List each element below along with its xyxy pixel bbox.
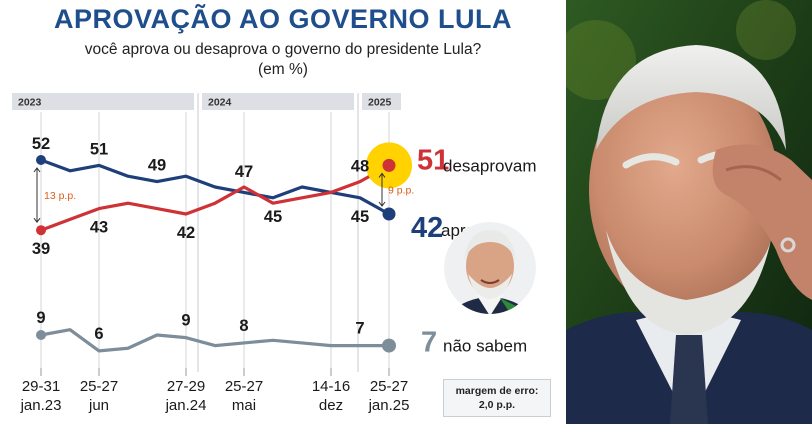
x-tick-label: 25-27 [370,378,408,395]
lula-photo [566,0,812,424]
data-label-desaprovam: 48 [351,158,369,176]
margin-of-error-value: 2,0 p.p. [478,399,516,411]
data-label-nao_sabem: 8 [239,317,248,335]
margin-of-error-box: margem de erro: 2,0 p.p. [443,379,551,417]
data-label-nao_sabem: 9 [181,312,190,330]
year-band-2023 [12,93,194,110]
series-start-point-aprovam [36,155,46,165]
data-label-aprovam: 45 [264,208,282,226]
x-tick-label: 29-31 [22,378,60,395]
series-start-point-desaprovam [36,225,46,236]
series-final-value-aprovam: 42 [411,212,443,244]
series-name-nao_sabem: não sabem [443,337,527,356]
year-label-2023: 2023 [18,97,42,109]
data-label-desaprovam: 47 [235,163,253,181]
x-tick-label: mai [232,397,256,414]
year-label-2025: 2025 [368,97,392,109]
gap-arrow-top [33,167,41,173]
series-start-point-nao_sabem [36,330,46,340]
series-end-point-aprovam [382,207,396,221]
chart-title: APROVAÇÃO AO GOVERNO LULA [53,4,512,34]
x-tick-label: dez [319,397,343,414]
data-label-aprovam: 45 [351,208,369,226]
data-label-aprovam: 51 [90,140,108,158]
series-line-desaprovam [39,163,391,232]
data-label-nao_sabem: 6 [94,325,103,343]
data-label-desaprovam: 42 [177,224,195,242]
portrait-thumbnail [444,222,536,314]
series-line-aprovam [39,158,391,216]
year-label-2024: 2024 [208,97,232,109]
x-tick-label: 25-27 [225,378,263,395]
series-line-nao_sabem [39,328,391,353]
gap-arrow-bottom [378,201,386,207]
ring-shape [780,237,796,253]
year-band-2025 [362,93,401,110]
series-final-value-nao_sabem: 7 [421,327,437,359]
data-label-nao_sabem: 9 [36,309,45,327]
data-label-desaprovam: 43 [90,219,108,237]
series-end-point-desaprovam [382,158,396,172]
data-label-aprovam: 52 [32,135,50,153]
chart-subtitle: você aprova ou desaprova o governo do pr… [84,41,482,58]
gap-label: 9 p.p. [388,185,414,197]
line-chart: 2023 2024 2025 29-31 jan.23 25-27 jun 27-29 jan.… [12,93,537,414]
data-label-aprovam: 49 [148,157,166,175]
x-tick-label: 25-27 [80,378,118,395]
x-tick-label: 27-29 [167,378,205,395]
x-tick-label: jan.23 [20,397,62,414]
chart-panel: APROVAÇÃO AO GOVERNO LULA você aprova ou… [12,4,551,417]
face-shape [589,65,779,315]
data-label-desaprovam: 39 [32,240,50,258]
x-tick-label: jan.25 [368,397,410,414]
data-label-nao_sabem: 7 [355,320,364,338]
series-name-desaprovam: desaprovam [443,156,537,175]
series-end-point-nao_sabem [382,338,396,353]
margin-of-error-label: margem de erro: [455,385,539,397]
x-tick-label: jun [88,397,109,414]
x-tick-label: jan.24 [165,397,207,414]
gap-arrow-top [378,172,386,178]
gap-arrow-bottom [33,217,41,224]
photo-illustration [566,0,812,424]
gap-label: 13 p.p. [44,190,76,202]
series-final-value-desaprovam: 51 [417,144,449,176]
x-tick-label: 14-16 [312,378,350,395]
year-band-2024 [202,93,354,110]
chart-unit: (em %) [258,61,308,78]
